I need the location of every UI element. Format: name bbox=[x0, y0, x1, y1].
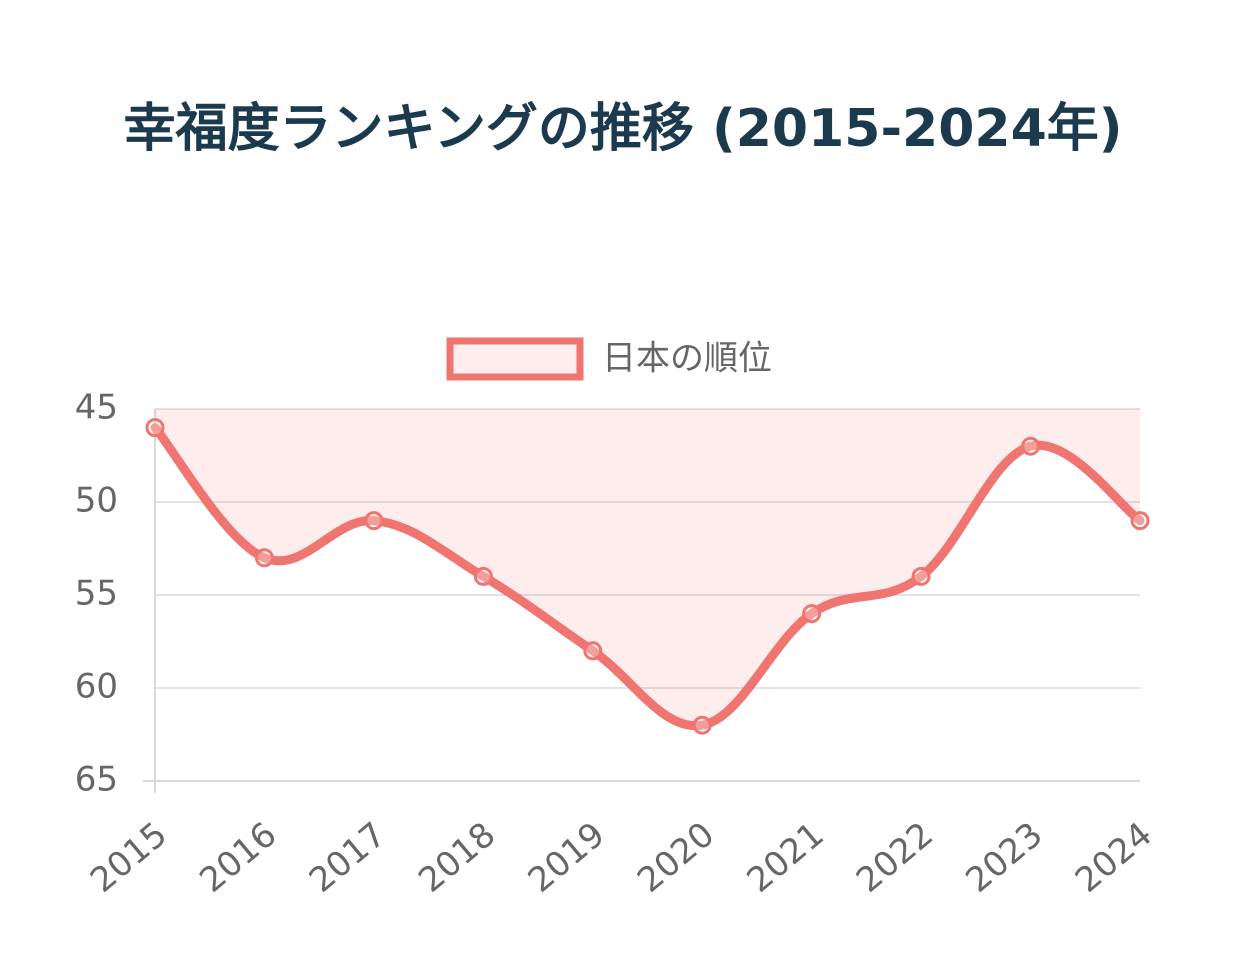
point bbox=[145, 418, 165, 438]
x-tick-label: 2021 bbox=[740, 815, 832, 901]
point bbox=[802, 604, 822, 624]
x-tick-label: 2018 bbox=[411, 815, 503, 901]
x-tick-label: 2023 bbox=[958, 815, 1050, 901]
chart-title: 幸福度ランキングの推移 (2015-2024年) bbox=[123, 99, 1123, 159]
point bbox=[254, 548, 274, 568]
y-tick-label: 45 bbox=[75, 388, 118, 428]
point bbox=[364, 511, 384, 531]
x-tick-label: 2015 bbox=[83, 815, 175, 901]
y-tick-label: 65 bbox=[75, 760, 118, 800]
x-tick-label: 2019 bbox=[521, 815, 613, 901]
line bbox=[150, 423, 1145, 731]
y-tick-label: 60 bbox=[75, 667, 118, 707]
y-tick-label: 50 bbox=[75, 481, 118, 521]
x-tick-label: 2016 bbox=[192, 815, 284, 901]
point bbox=[1130, 511, 1150, 531]
point bbox=[473, 566, 493, 586]
point bbox=[583, 641, 603, 661]
x-tick-label: 2020 bbox=[630, 815, 722, 901]
x-tick-label: 2017 bbox=[302, 815, 394, 901]
x-tick-label: 2022 bbox=[849, 815, 941, 901]
legend-label: 日本の順位 bbox=[602, 339, 772, 379]
area bbox=[155, 409, 1140, 726]
point bbox=[911, 566, 931, 586]
point bbox=[1021, 436, 1041, 456]
point bbox=[692, 715, 712, 735]
x-tick-label: 2024 bbox=[1068, 815, 1160, 901]
legend-swatch bbox=[446, 337, 584, 381]
y-tick-label: 55 bbox=[75, 574, 118, 614]
